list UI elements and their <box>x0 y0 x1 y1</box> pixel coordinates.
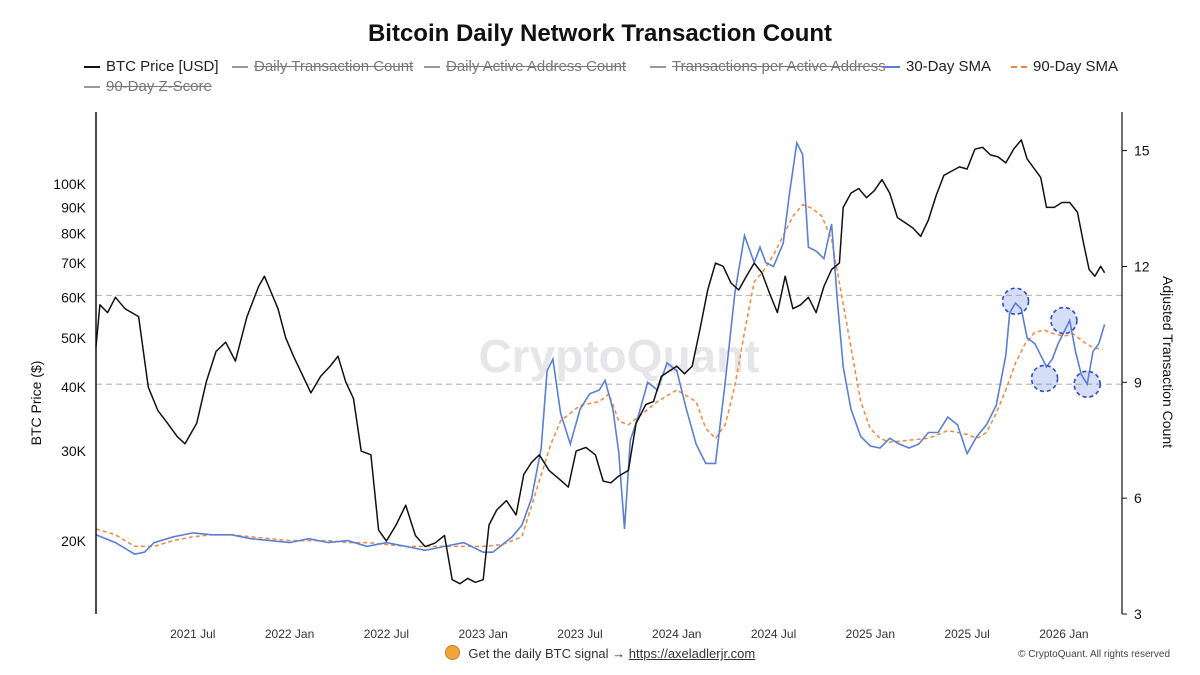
legend-swatch <box>84 85 100 88</box>
x-tick-label: 2024 Jul <box>751 627 796 641</box>
sma30-line <box>95 140 1106 555</box>
y-left-tick-label: 40K <box>61 379 87 395</box>
legend-swatch <box>1011 65 1027 68</box>
x-tick-label: 2026 Jan <box>1039 627 1088 641</box>
legend-item[interactable]: BTC Price [USD] <box>84 58 219 75</box>
legend-label: 90-Day Z-Score <box>106 78 212 95</box>
x-tick-label: 2025 Jul <box>944 627 989 641</box>
signal-link[interactable]: https://axeladlerjr.com <box>628 646 756 661</box>
y-left-tick-label: 30K <box>61 443 87 459</box>
legend-label: Daily Active Address Count <box>446 58 627 75</box>
y-left-tick-label: 80K <box>61 225 87 241</box>
legend-item[interactable]: Transactions per Active Address <box>650 58 886 75</box>
x-tick-label: 2023 Jul <box>557 627 602 641</box>
legend-item[interactable]: 90-Day SMA <box>1011 58 1118 75</box>
y-right-tick-label: 3 <box>1134 606 1142 622</box>
bitcoin-coin-icon <box>444 645 460 660</box>
y-left-tick-label: 20K <box>61 533 87 549</box>
legend-label: BTC Price [USD] <box>106 58 219 75</box>
y-left-tick-label: 100K <box>53 176 86 192</box>
watermark-text: CryptoQuant <box>478 330 759 382</box>
x-tick-label: 2024 Jan <box>652 627 701 641</box>
x-tick-label: 2025 Jan <box>846 627 895 641</box>
y-left-tick-label: 60K <box>61 289 87 305</box>
y-right-tick-label: 6 <box>1134 490 1142 506</box>
highlight-circle <box>1030 364 1059 393</box>
x-tick-label: 2023 Jan <box>458 627 507 641</box>
legend-swatch <box>650 65 666 68</box>
highlight-circle <box>1073 370 1101 399</box>
copyright-text: © CryptoQuant. All rights reserved <box>1018 649 1170 660</box>
y-right-tick-label: 12 <box>1134 258 1150 274</box>
y-right-axis-title: Adjusted Transaction Count <box>1160 276 1176 448</box>
y-right-tick-label: 15 <box>1134 143 1150 159</box>
btc-price-line <box>95 139 1106 585</box>
legend-item[interactable]: 30-Day SMA <box>884 58 991 75</box>
highlight-circle <box>1001 287 1030 316</box>
chart-title: Bitcoin Daily Network Transaction Count <box>367 20 833 47</box>
legend-label: Transactions per Active Address <box>672 58 886 75</box>
y-left-tick-label: 90K <box>61 199 87 215</box>
legend-swatch <box>84 65 100 68</box>
footer-signal: Get the daily BTC signal → https://axela… <box>0 645 1200 661</box>
x-tick-label: 2021 Jul <box>170 627 215 641</box>
signal-text: Get the daily BTC signal → <box>468 646 626 661</box>
highlight-circle <box>1050 306 1078 335</box>
y-left-axis-title: BTC Price ($) <box>28 361 44 446</box>
legend-swatch <box>232 65 248 68</box>
legend-swatch <box>424 65 440 68</box>
y-right-tick-label: 9 <box>1134 374 1142 390</box>
x-tick-label: 2022 Jul <box>364 627 409 641</box>
legend-item[interactable]: 90-Day Z-Score <box>84 78 212 95</box>
y-left-tick-label: 50K <box>61 330 87 346</box>
legend-label: 90-Day SMA <box>1033 58 1119 75</box>
legend-label: 30-Day SMA <box>906 58 992 75</box>
y-left-tick-label: 70K <box>61 255 87 271</box>
x-tick-label: 2022 Jan <box>265 627 314 641</box>
legend-swatch <box>884 65 900 68</box>
legend-item[interactable]: Daily Active Address Count <box>424 58 626 75</box>
legend-item[interactable]: Daily Transaction Count <box>232 58 413 75</box>
legend-label: Daily Transaction Count <box>254 58 414 75</box>
